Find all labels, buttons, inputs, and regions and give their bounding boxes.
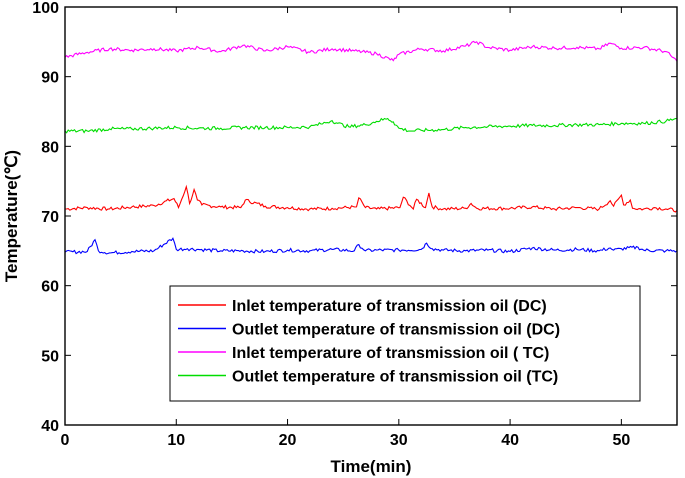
y-tick-label: 100 [32, 0, 59, 17]
y-tick-label: 70 [41, 209, 59, 226]
x-tick-label: 0 [61, 432, 70, 449]
x-tick-label: 10 [167, 432, 185, 449]
series-line-2 [64, 237, 678, 255]
legend-entry-3: Inlet temperature of transmission oil ( … [232, 345, 549, 362]
x-axis-label: Time(min) [331, 457, 412, 476]
series-line-1 [65, 184, 678, 213]
y-tick-label: 50 [41, 348, 59, 365]
x-tick-label: 20 [279, 432, 297, 449]
y-tick-label: 40 [41, 418, 59, 435]
legend: Inlet temperature of transmission oil (D… [169, 285, 641, 402]
y-tick-label: 60 [41, 279, 59, 296]
y-tick-label: 90 [41, 70, 59, 87]
y-tick-label: 80 [41, 139, 59, 156]
legend-box [169, 285, 641, 402]
legend-entry-1: Inlet temperature of transmission oil (D… [232, 298, 547, 315]
x-tick-label: 50 [612, 432, 630, 449]
legend-entry-2: Outlet temperature of transmission oil (… [232, 322, 560, 339]
y-axis-label: Temperature(℃) [2, 150, 21, 282]
x-tick-label: 30 [390, 432, 408, 449]
legend-entry-4: Outlet temperature of transmission oil (… [232, 369, 558, 386]
series-line-4 [64, 117, 678, 134]
series-layer [64, 40, 678, 255]
x-tick-label: 40 [501, 432, 519, 449]
ticks-layer: 0 10 20 30 40 50 40 50 60 70 80 90 100 [32, 0, 677, 449]
series-line-3 [64, 40, 678, 62]
